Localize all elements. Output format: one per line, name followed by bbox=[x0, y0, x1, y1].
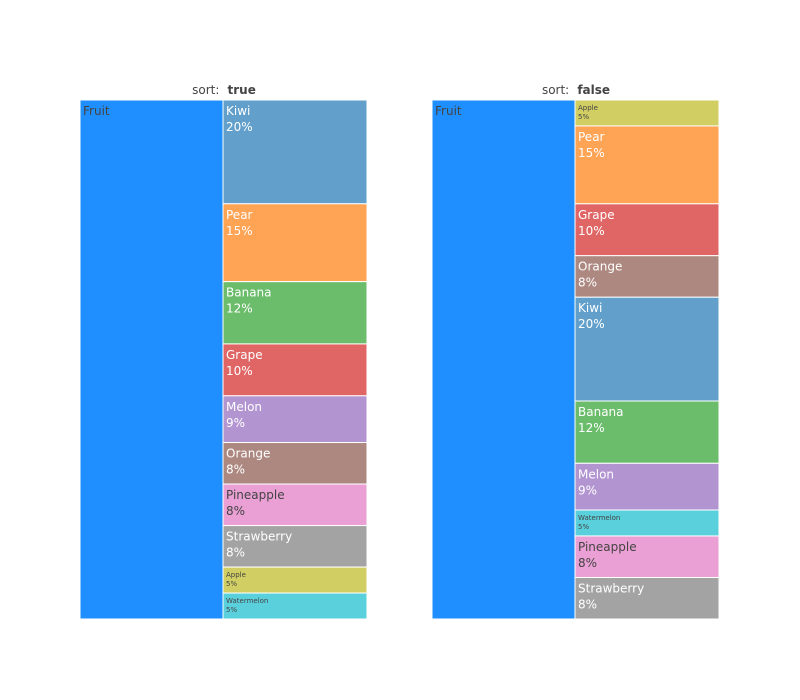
node-label: Apple bbox=[226, 571, 246, 579]
icicle-plot: Fruit Apple5%Pear15%Grape10%Orange8%Kiwi2… bbox=[431, 99, 720, 620]
node-label: Pear bbox=[578, 130, 605, 144]
node-label: Pineapple bbox=[578, 540, 637, 554]
node-apple[interactable] bbox=[574, 99, 720, 127]
node-percent: 20% bbox=[578, 317, 605, 331]
node-label: Orange bbox=[578, 260, 622, 274]
node-percent: 12% bbox=[578, 421, 605, 435]
node-orange[interactable] bbox=[574, 255, 720, 298]
node-label: Strawberry bbox=[578, 581, 644, 595]
node-percent: 15% bbox=[578, 146, 605, 160]
node-label: Orange bbox=[226, 447, 270, 461]
node-watermelon[interactable] bbox=[574, 509, 720, 537]
node-percent: 20% bbox=[226, 120, 253, 134]
node-percent: 15% bbox=[226, 224, 253, 238]
node-percent: 8% bbox=[578, 276, 597, 290]
node-pineapple[interactable] bbox=[574, 535, 720, 578]
node-label: Strawberry bbox=[226, 530, 292, 544]
node-percent: 8% bbox=[226, 546, 245, 560]
node-label: Melon bbox=[578, 467, 614, 481]
root-node-label: Fruit bbox=[83, 104, 110, 118]
node-label: Grape bbox=[226, 348, 263, 362]
node-label: Grape bbox=[578, 208, 615, 222]
root-node-fruit[interactable] bbox=[79, 99, 224, 620]
node-label: Watermelon bbox=[226, 597, 268, 605]
node-pear[interactable] bbox=[222, 203, 368, 283]
node-banana[interactable] bbox=[574, 400, 720, 464]
node-label: Watermelon bbox=[578, 514, 620, 522]
node-percent: 5% bbox=[226, 580, 237, 588]
node-label: Melon bbox=[226, 400, 262, 414]
node-percent: 9% bbox=[578, 483, 597, 497]
chart-title: sort: true bbox=[192, 79, 256, 98]
node-label: Kiwi bbox=[226, 104, 250, 118]
chart-title-value: false bbox=[577, 83, 610, 97]
chart-sort-false: sort: false Fruit Apple5%Pear15%Grape10%O… bbox=[431, 79, 720, 620]
chart-title-prefix: sort: bbox=[542, 83, 569, 97]
node-percent: 9% bbox=[226, 416, 245, 430]
node-strawberry[interactable] bbox=[222, 525, 368, 568]
node-watermelon[interactable] bbox=[222, 592, 368, 620]
node-orange[interactable] bbox=[222, 442, 368, 485]
node-percent: 12% bbox=[226, 302, 253, 316]
node-label: Banana bbox=[578, 405, 624, 419]
node-pear[interactable] bbox=[574, 125, 720, 205]
root-node-label: Fruit bbox=[435, 104, 462, 118]
node-percent: 10% bbox=[578, 224, 605, 238]
root-node-fruit[interactable] bbox=[431, 99, 576, 620]
node-grape[interactable] bbox=[222, 343, 368, 397]
node-label: Pear bbox=[226, 208, 253, 222]
icicle-plot: Fruit Kiwi 20% Pear 15% Banana 12% Grape 10% Melo… bbox=[79, 99, 368, 620]
node-percent: 5% bbox=[578, 113, 589, 121]
node-percent: 10% bbox=[226, 364, 253, 378]
node-label: Kiwi bbox=[578, 301, 602, 315]
node-label: Apple bbox=[578, 104, 598, 112]
chart-title-prefix: sort: bbox=[192, 83, 219, 97]
node-percent: 5% bbox=[226, 606, 237, 614]
chart-title-value: true bbox=[228, 83, 256, 97]
node-banana[interactable] bbox=[222, 281, 368, 345]
node-strawberry[interactable] bbox=[574, 576, 720, 620]
chart-sort-true: sort: true Fruit Kiwi 20% Pear 15% Banana 12% G… bbox=[79, 79, 368, 620]
node-kiwi[interactable] bbox=[222, 99, 368, 205]
node-percent: 8% bbox=[578, 556, 597, 570]
node-grape[interactable] bbox=[574, 203, 720, 257]
node-label: Banana bbox=[226, 286, 272, 300]
node-label: Pineapple bbox=[226, 488, 285, 502]
node-percent: 8% bbox=[226, 463, 245, 477]
node-melon[interactable] bbox=[574, 462, 720, 511]
node-percent: 8% bbox=[578, 597, 597, 611]
chart-title: sort: false bbox=[542, 79, 610, 98]
node-percent: 5% bbox=[578, 523, 589, 531]
node-kiwi[interactable] bbox=[574, 296, 720, 402]
node-percent: 8% bbox=[226, 504, 245, 518]
